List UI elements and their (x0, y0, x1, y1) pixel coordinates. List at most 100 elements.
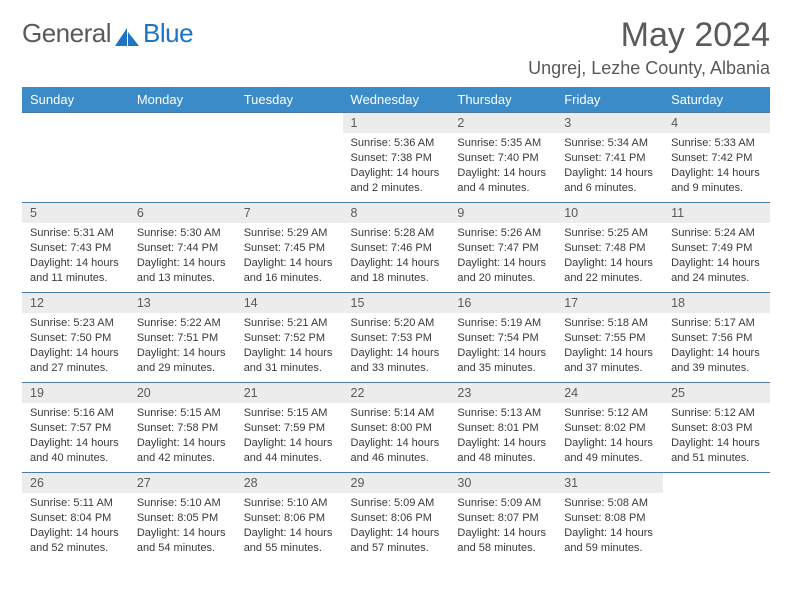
day-cell: 20Sunrise: 5:15 AMSunset: 7:58 PMDayligh… (129, 383, 236, 473)
day-number: 15 (343, 293, 450, 313)
day-details: Sunrise: 5:20 AMSunset: 7:53 PMDaylight:… (343, 313, 450, 379)
day-cell: 15Sunrise: 5:20 AMSunset: 7:53 PMDayligh… (343, 293, 450, 383)
day-cell: 17Sunrise: 5:18 AMSunset: 7:55 PMDayligh… (556, 293, 663, 383)
day-details: Sunrise: 5:26 AMSunset: 7:47 PMDaylight:… (449, 223, 556, 289)
day-cell: 21Sunrise: 5:15 AMSunset: 7:59 PMDayligh… (236, 383, 343, 473)
day-cell: 24Sunrise: 5:12 AMSunset: 8:02 PMDayligh… (556, 383, 663, 473)
day-number: 20 (129, 383, 236, 403)
day-cell: 3Sunrise: 5:34 AMSunset: 7:41 PMDaylight… (556, 113, 663, 203)
calendar-row: 26Sunrise: 5:11 AMSunset: 8:04 PMDayligh… (22, 473, 770, 563)
day-cell: 8Sunrise: 5:28 AMSunset: 7:46 PMDaylight… (343, 203, 450, 293)
day-details: Sunrise: 5:12 AMSunset: 8:03 PMDaylight:… (663, 403, 770, 469)
day-details: Sunrise: 5:10 AMSunset: 8:06 PMDaylight:… (236, 493, 343, 559)
day-number: 6 (129, 203, 236, 223)
day-number: 30 (449, 473, 556, 493)
day-number: 16 (449, 293, 556, 313)
day-details: Sunrise: 5:19 AMSunset: 7:54 PMDaylight:… (449, 313, 556, 379)
day-cell: 14Sunrise: 5:21 AMSunset: 7:52 PMDayligh… (236, 293, 343, 383)
day-cell: 27Sunrise: 5:10 AMSunset: 8:05 PMDayligh… (129, 473, 236, 563)
day-details: Sunrise: 5:13 AMSunset: 8:01 PMDaylight:… (449, 403, 556, 469)
day-cell: 2Sunrise: 5:35 AMSunset: 7:40 PMDaylight… (449, 113, 556, 203)
day-cell: 1Sunrise: 5:36 AMSunset: 7:38 PMDaylight… (343, 113, 450, 203)
day-number: 2 (449, 113, 556, 133)
day-cell: 9Sunrise: 5:26 AMSunset: 7:47 PMDaylight… (449, 203, 556, 293)
day-number: 1 (343, 113, 450, 133)
brand-sail-icon (113, 26, 141, 48)
day-details: Sunrise: 5:30 AMSunset: 7:44 PMDaylight:… (129, 223, 236, 289)
day-cell: 26Sunrise: 5:11 AMSunset: 8:04 PMDayligh… (22, 473, 129, 563)
day-cell: 6Sunrise: 5:30 AMSunset: 7:44 PMDaylight… (129, 203, 236, 293)
day-details: Sunrise: 5:21 AMSunset: 7:52 PMDaylight:… (236, 313, 343, 379)
day-details: Sunrise: 5:11 AMSunset: 8:04 PMDaylight:… (22, 493, 129, 559)
calendar-body: 1Sunrise: 5:36 AMSunset: 7:38 PMDaylight… (22, 113, 770, 563)
weekday-header: Wednesday (343, 87, 450, 113)
empty-cell (663, 473, 770, 563)
day-details: Sunrise: 5:12 AMSunset: 8:02 PMDaylight:… (556, 403, 663, 469)
day-number: 11 (663, 203, 770, 223)
day-cell: 11Sunrise: 5:24 AMSunset: 7:49 PMDayligh… (663, 203, 770, 293)
empty-cell (236, 113, 343, 203)
month-title: May 2024 (528, 18, 770, 52)
calendar-row: 5Sunrise: 5:31 AMSunset: 7:43 PMDaylight… (22, 203, 770, 293)
day-details: Sunrise: 5:33 AMSunset: 7:42 PMDaylight:… (663, 133, 770, 199)
header: General Blue May 2024 Ungrej, Lezhe Coun… (22, 18, 770, 79)
day-cell: 25Sunrise: 5:12 AMSunset: 8:03 PMDayligh… (663, 383, 770, 473)
calendar-page: General Blue May 2024 Ungrej, Lezhe Coun… (0, 0, 792, 581)
day-cell: 22Sunrise: 5:14 AMSunset: 8:00 PMDayligh… (343, 383, 450, 473)
day-number: 7 (236, 203, 343, 223)
day-details: Sunrise: 5:15 AMSunset: 7:58 PMDaylight:… (129, 403, 236, 469)
day-number: 21 (236, 383, 343, 403)
day-cell: 18Sunrise: 5:17 AMSunset: 7:56 PMDayligh… (663, 293, 770, 383)
day-number: 28 (236, 473, 343, 493)
title-block: May 2024 Ungrej, Lezhe County, Albania (528, 18, 770, 79)
calendar-row: 1Sunrise: 5:36 AMSunset: 7:38 PMDaylight… (22, 113, 770, 203)
day-cell: 31Sunrise: 5:08 AMSunset: 8:08 PMDayligh… (556, 473, 663, 563)
day-details: Sunrise: 5:18 AMSunset: 7:55 PMDaylight:… (556, 313, 663, 379)
day-number: 31 (556, 473, 663, 493)
day-cell: 19Sunrise: 5:16 AMSunset: 7:57 PMDayligh… (22, 383, 129, 473)
weekday-header: Saturday (663, 87, 770, 113)
day-details: Sunrise: 5:24 AMSunset: 7:49 PMDaylight:… (663, 223, 770, 289)
weekday-header: Tuesday (236, 87, 343, 113)
day-number: 23 (449, 383, 556, 403)
day-cell: 7Sunrise: 5:29 AMSunset: 7:45 PMDaylight… (236, 203, 343, 293)
day-cell: 29Sunrise: 5:09 AMSunset: 8:06 PMDayligh… (343, 473, 450, 563)
day-number: 12 (22, 293, 129, 313)
day-cell: 10Sunrise: 5:25 AMSunset: 7:48 PMDayligh… (556, 203, 663, 293)
day-number: 5 (22, 203, 129, 223)
day-number: 14 (236, 293, 343, 313)
calendar-row: 19Sunrise: 5:16 AMSunset: 7:57 PMDayligh… (22, 383, 770, 473)
day-number: 25 (663, 383, 770, 403)
day-number: 26 (22, 473, 129, 493)
day-cell: 4Sunrise: 5:33 AMSunset: 7:42 PMDaylight… (663, 113, 770, 203)
day-details: Sunrise: 5:14 AMSunset: 8:00 PMDaylight:… (343, 403, 450, 469)
calendar-table: Sunday Monday Tuesday Wednesday Thursday… (22, 87, 770, 563)
day-details: Sunrise: 5:31 AMSunset: 7:43 PMDaylight:… (22, 223, 129, 289)
day-cell: 28Sunrise: 5:10 AMSunset: 8:06 PMDayligh… (236, 473, 343, 563)
day-details: Sunrise: 5:09 AMSunset: 8:06 PMDaylight:… (343, 493, 450, 559)
day-number: 8 (343, 203, 450, 223)
day-details: Sunrise: 5:23 AMSunset: 7:50 PMDaylight:… (22, 313, 129, 379)
location-text: Ungrej, Lezhe County, Albania (528, 58, 770, 79)
day-number: 9 (449, 203, 556, 223)
day-number: 18 (663, 293, 770, 313)
brand-name: General (22, 18, 111, 49)
day-details: Sunrise: 5:28 AMSunset: 7:46 PMDaylight:… (343, 223, 450, 289)
brand-accent: Blue (143, 18, 193, 49)
day-details: Sunrise: 5:10 AMSunset: 8:05 PMDaylight:… (129, 493, 236, 559)
day-details: Sunrise: 5:22 AMSunset: 7:51 PMDaylight:… (129, 313, 236, 379)
day-cell: 5Sunrise: 5:31 AMSunset: 7:43 PMDaylight… (22, 203, 129, 293)
day-details: Sunrise: 5:17 AMSunset: 7:56 PMDaylight:… (663, 313, 770, 379)
day-cell: 30Sunrise: 5:09 AMSunset: 8:07 PMDayligh… (449, 473, 556, 563)
day-number: 3 (556, 113, 663, 133)
weekday-header: Monday (129, 87, 236, 113)
weekday-header: Sunday (22, 87, 129, 113)
day-details: Sunrise: 5:25 AMSunset: 7:48 PMDaylight:… (556, 223, 663, 289)
day-details: Sunrise: 5:29 AMSunset: 7:45 PMDaylight:… (236, 223, 343, 289)
day-cell: 12Sunrise: 5:23 AMSunset: 7:50 PMDayligh… (22, 293, 129, 383)
day-details: Sunrise: 5:15 AMSunset: 7:59 PMDaylight:… (236, 403, 343, 469)
day-details: Sunrise: 5:16 AMSunset: 7:57 PMDaylight:… (22, 403, 129, 469)
day-number: 13 (129, 293, 236, 313)
day-number: 4 (663, 113, 770, 133)
empty-cell (22, 113, 129, 203)
